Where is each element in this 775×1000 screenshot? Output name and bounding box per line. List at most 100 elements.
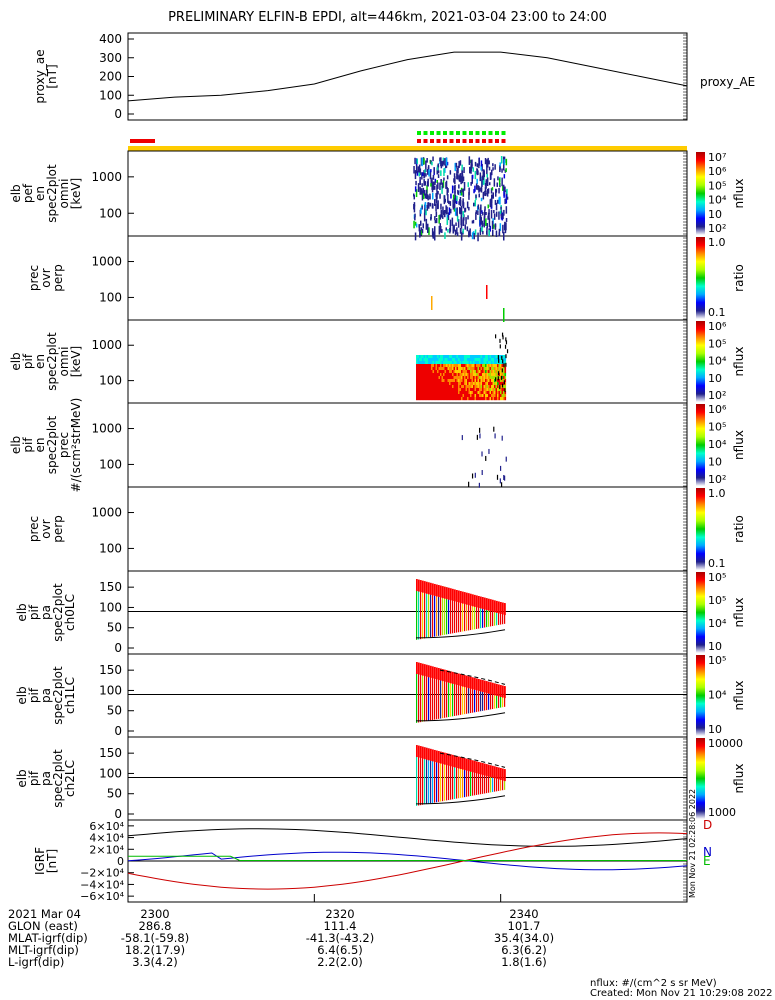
spectrogram-cell bbox=[475, 391, 477, 394]
spectrogram-cell bbox=[468, 192, 470, 200]
spectrogram-cell bbox=[478, 376, 480, 379]
spectrogram-cell bbox=[430, 355, 432, 358]
spectrogram-cell bbox=[485, 456, 486, 461]
spectrogram-cell bbox=[422, 376, 424, 379]
spectrogram-cell bbox=[481, 187, 483, 192]
fgm-data-marker bbox=[450, 131, 454, 135]
pa-spectrogram-cell bbox=[454, 589, 456, 601]
spectrogram-cell bbox=[431, 367, 433, 370]
spectrogram-cell bbox=[487, 223, 489, 228]
ytick-proxy-ae: 300 bbox=[99, 51, 122, 65]
spectrogram-cell bbox=[490, 361, 492, 364]
colorbar-elb_pif_pa_spec2plot_ch1LC bbox=[696, 655, 705, 736]
spectrogram-cell bbox=[454, 367, 456, 370]
spectrogram-cell bbox=[479, 373, 481, 376]
spectrogram-cell bbox=[419, 370, 421, 373]
pa-spectrogram-cell bbox=[488, 599, 490, 611]
spectrogram-cell bbox=[458, 361, 460, 364]
pa-spectrogram-cell bbox=[430, 666, 432, 678]
ylabel-elb_pef_en_spec2plot_omni: [keV] bbox=[69, 178, 83, 209]
spectrogram-cell bbox=[442, 183, 444, 189]
spectrogram-cell bbox=[477, 170, 479, 174]
spectrogram-cell bbox=[447, 175, 449, 179]
ratio-mark bbox=[503, 308, 505, 322]
spectrogram-cell bbox=[445, 182, 447, 189]
fgm-data-marker bbox=[476, 131, 480, 135]
spectrogram-cell bbox=[430, 388, 432, 391]
spectrogram-cell bbox=[430, 370, 432, 373]
spectrogram-cell bbox=[479, 388, 481, 391]
spectrogram-cell bbox=[472, 379, 474, 382]
spectrogram-cell bbox=[505, 367, 507, 370]
pa-spectrogram-cell bbox=[418, 580, 420, 592]
spectrogram-cell bbox=[433, 361, 435, 364]
spectrogram-cell bbox=[498, 376, 499, 380]
spectrogram-cell bbox=[454, 173, 456, 177]
spectrogram-cell bbox=[425, 382, 427, 385]
spectrogram-cell bbox=[493, 388, 495, 391]
spectrogram-cell bbox=[460, 397, 462, 400]
pa-spectrogram-cell bbox=[444, 587, 446, 599]
spectrogram-cell bbox=[488, 394, 490, 397]
spectrogram-cell bbox=[477, 233, 479, 242]
spectrogram-cell bbox=[446, 388, 448, 391]
pa-spectrogram-cell bbox=[420, 580, 422, 592]
spectrogram-cell bbox=[418, 183, 420, 192]
spectrogram-cell bbox=[492, 221, 494, 229]
spectrogram-cell bbox=[496, 397, 498, 400]
spectrogram-cell bbox=[457, 364, 459, 367]
spectrogram-cell bbox=[470, 358, 472, 361]
pa-spectrogram-cell bbox=[448, 754, 450, 766]
pa-spectrogram-cell bbox=[450, 588, 452, 600]
spectrogram-cell bbox=[479, 394, 481, 397]
spectrogram-cell bbox=[460, 361, 462, 364]
spectrogram-cell bbox=[481, 358, 483, 361]
ytick-elb_pif_pa_spec2plot_ch2LC: 100 bbox=[99, 766, 122, 780]
spectrogram-cell bbox=[475, 195, 477, 199]
pa-spectrogram-cell bbox=[484, 598, 486, 610]
spectrogram-cell bbox=[451, 364, 453, 367]
spectrogram-cell bbox=[482, 373, 484, 376]
fgm-data-marker bbox=[430, 131, 434, 135]
spectrogram-cell bbox=[425, 385, 427, 388]
spectrogram-cell bbox=[446, 227, 448, 230]
spectrogram-cell bbox=[420, 208, 422, 214]
spectrogram-cell bbox=[425, 367, 427, 370]
ylabel-elb_pif_pa_spec2plot_ch2LC: ch2LC bbox=[63, 760, 77, 797]
spectrogram-cell bbox=[486, 159, 488, 167]
spectrogram-cell bbox=[499, 232, 501, 235]
spectrogram-cell bbox=[430, 367, 432, 370]
spectrogram-cell bbox=[421, 188, 423, 194]
spectrogram-cell bbox=[490, 376, 492, 379]
spectrogram-cell bbox=[454, 394, 456, 397]
spectrogram-cell bbox=[463, 394, 465, 397]
fgm-data-marker bbox=[456, 131, 460, 135]
pa-spectrogram-cell bbox=[444, 670, 446, 682]
colorbar-tick: 1.0 bbox=[708, 236, 726, 249]
spectrogram-cell bbox=[464, 397, 466, 400]
spectrogram-cell bbox=[470, 373, 472, 376]
spectrogram-cell bbox=[458, 379, 460, 382]
spectrogram-cell bbox=[494, 382, 496, 385]
pa-spectrogram-cell bbox=[428, 582, 430, 594]
spectrogram-cell bbox=[505, 229, 507, 233]
spectrogram-cell bbox=[490, 364, 492, 367]
spectrogram-cell bbox=[427, 358, 429, 361]
spectrogram-cell bbox=[438, 170, 440, 173]
spectrogram-cell bbox=[425, 355, 427, 358]
spectrogram-cell bbox=[422, 355, 424, 358]
spectrogram-cell bbox=[469, 364, 471, 367]
spectrogram-cell bbox=[436, 212, 438, 217]
pa-spectrogram-cell bbox=[480, 763, 482, 775]
spectrogram-cell bbox=[460, 364, 462, 367]
pa-spectrogram-cell bbox=[458, 757, 460, 769]
spectrogram-cell bbox=[490, 199, 492, 208]
spectrogram-cell bbox=[469, 228, 471, 236]
pa-spectrogram-cell bbox=[496, 767, 498, 779]
spectrogram-cell bbox=[503, 355, 505, 358]
spectrogram-cell bbox=[472, 473, 473, 478]
igrf-legend-D: D bbox=[703, 818, 712, 832]
spectrogram-cell bbox=[464, 385, 466, 388]
ytick-proxy-ae: 100 bbox=[99, 88, 122, 102]
spectrogram-cell bbox=[496, 394, 498, 397]
